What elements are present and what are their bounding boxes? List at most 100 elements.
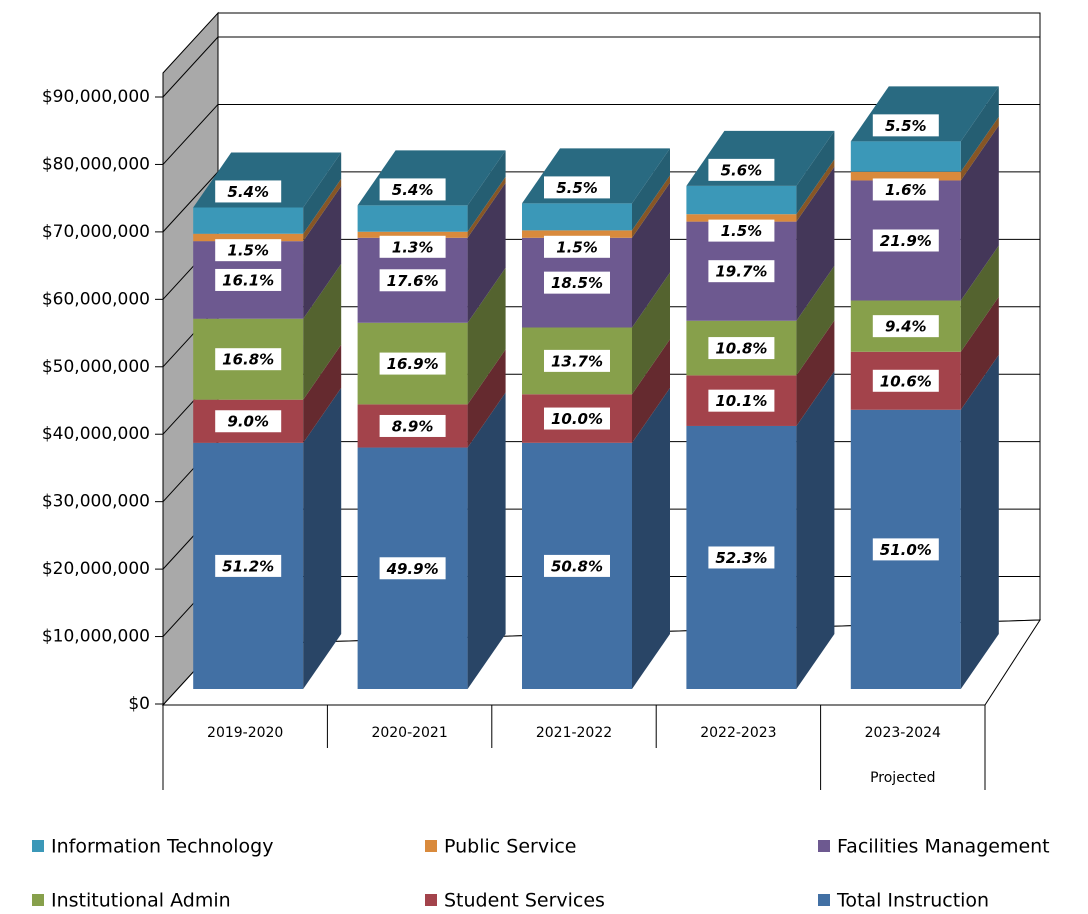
label-box xyxy=(379,178,446,201)
bar-side xyxy=(960,125,999,301)
data-label: 50.8% xyxy=(551,557,603,575)
bar-side xyxy=(796,265,835,376)
data-label: 1.5% xyxy=(556,238,598,256)
bar-segment xyxy=(686,214,797,222)
data-label: 16.8% xyxy=(222,351,274,369)
label-box xyxy=(379,557,446,580)
data-label: 52.3% xyxy=(715,549,767,567)
label-box xyxy=(215,268,282,291)
label-box xyxy=(379,235,446,258)
data-label: 9.4% xyxy=(885,318,927,336)
bar-segment xyxy=(357,231,468,238)
data-label: 10.8% xyxy=(715,340,767,358)
y-tick-label: $20,000,000 xyxy=(42,559,150,579)
bar-side xyxy=(632,175,670,238)
bar-side xyxy=(796,320,835,426)
data-label: 5.4% xyxy=(227,183,269,201)
label-box xyxy=(872,315,939,338)
y-tick-label: $60,000,000 xyxy=(42,289,150,309)
bar-segment xyxy=(193,233,304,242)
bar-side xyxy=(303,387,342,689)
data-label: 10.1% xyxy=(715,392,767,410)
data-label: 5.6% xyxy=(721,161,763,179)
legend-swatch xyxy=(818,894,830,906)
data-label: 16.9% xyxy=(387,355,439,373)
data-label: 13.7% xyxy=(551,352,603,370)
bar-side xyxy=(303,152,342,234)
x-tick-label: 2023-2024 xyxy=(865,725,941,741)
label-box xyxy=(215,410,282,433)
y-tick-label: $80,000,000 xyxy=(42,154,150,174)
data-label: 17.6% xyxy=(387,272,439,290)
label-box xyxy=(544,349,610,372)
label-box xyxy=(379,414,446,437)
y-tick-label: $50,000,000 xyxy=(42,357,150,377)
bar-side xyxy=(632,272,670,395)
data-label: 16.1% xyxy=(222,271,274,289)
bar-segment xyxy=(522,230,632,238)
data-label: 5.5% xyxy=(556,179,598,197)
data-label: 51.2% xyxy=(222,557,274,575)
legend-label: Total Instruction xyxy=(836,890,989,912)
label-box xyxy=(872,114,939,137)
bar-side xyxy=(960,296,999,410)
data-label: 1.5% xyxy=(227,242,269,260)
y-tick-label: $10,000,000 xyxy=(42,627,150,647)
bar-side xyxy=(632,387,670,689)
bar-segment xyxy=(193,207,304,234)
bar-side xyxy=(467,176,506,238)
label-box xyxy=(544,235,610,258)
label-box xyxy=(544,176,610,199)
legend-label: Information Technology xyxy=(51,836,273,858)
y-tick-label: $70,000,000 xyxy=(42,222,150,242)
legend-swatch xyxy=(32,840,44,852)
bar-side xyxy=(632,182,670,328)
legend-swatch xyxy=(818,840,830,852)
x-tick-label: 2022-2023 xyxy=(700,725,776,741)
data-label: 10.0% xyxy=(551,410,603,428)
label-box xyxy=(708,337,775,360)
data-label: 1.5% xyxy=(721,222,763,240)
data-label: 8.9% xyxy=(392,417,434,435)
x-tick-label: 2020-2021 xyxy=(371,725,447,741)
bar-side xyxy=(796,159,835,222)
legend-label: Facilities Management xyxy=(837,836,1050,858)
label-box xyxy=(544,554,610,577)
data-label: 5.4% xyxy=(392,181,434,199)
y-tick-label: $90,000,000 xyxy=(42,87,150,107)
legend-label: Student Services xyxy=(444,890,605,912)
data-label: 51.0% xyxy=(880,541,932,559)
label-box xyxy=(544,407,610,430)
bar-side xyxy=(303,186,342,319)
bar-side xyxy=(960,245,999,352)
legend-swatch xyxy=(425,894,437,906)
label-box xyxy=(708,158,775,181)
grid-line xyxy=(162,104,219,165)
data-label: 21.9% xyxy=(880,232,932,250)
bar-side xyxy=(303,263,342,400)
bar-side xyxy=(796,130,835,215)
label-box xyxy=(379,269,446,292)
data-label: 9.0% xyxy=(227,413,269,431)
bar-side xyxy=(467,267,506,405)
label-box xyxy=(708,219,775,242)
data-label: 19.7% xyxy=(715,263,767,281)
label-box xyxy=(215,239,282,262)
label-box xyxy=(872,369,939,392)
legend-swatch xyxy=(32,894,44,906)
legend-swatch xyxy=(425,840,437,852)
bar-side xyxy=(303,344,342,443)
bar-side xyxy=(632,148,670,231)
label-box xyxy=(708,260,775,283)
bar-segment xyxy=(686,185,797,215)
grid-line xyxy=(162,36,219,98)
bar-side xyxy=(796,370,835,689)
bar-side xyxy=(303,178,342,242)
bar-segment xyxy=(850,171,961,181)
bar-side xyxy=(467,392,506,689)
grid-line xyxy=(162,171,219,233)
label-box xyxy=(544,271,610,294)
bar-segment xyxy=(850,141,961,172)
x-tick-label: 2019-2020 xyxy=(207,725,283,741)
